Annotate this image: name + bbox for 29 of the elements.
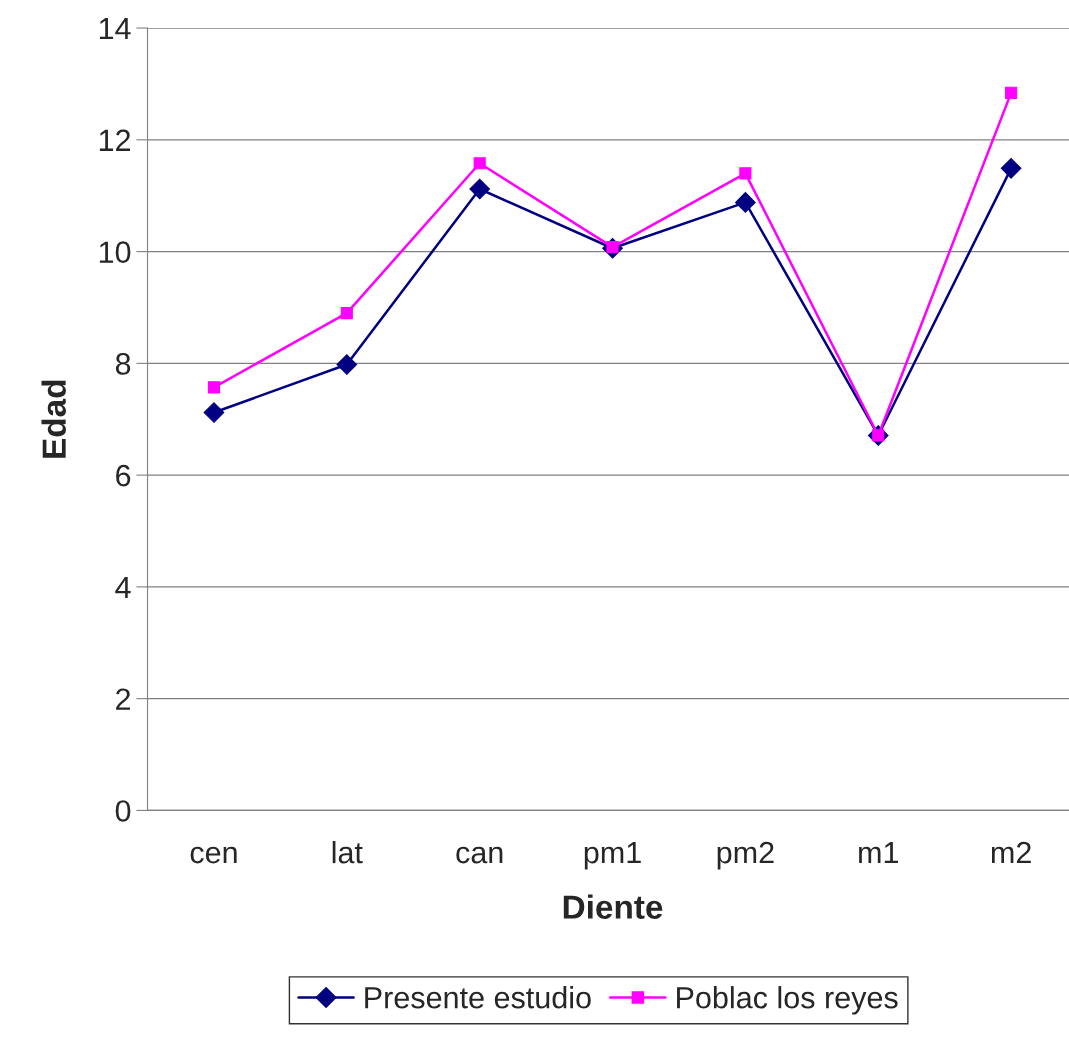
point bbox=[336, 354, 358, 375]
point bbox=[1005, 86, 1018, 99]
y-tick-label: 4 bbox=[115, 576, 131, 598]
x-tick-label: m2 bbox=[991, 841, 1031, 864]
y-tick-label: 10 bbox=[99, 241, 131, 263]
x-axis-title: Diente bbox=[563, 894, 663, 919]
y-tick-label: 14 bbox=[99, 18, 131, 40]
point bbox=[207, 381, 221, 394]
point bbox=[739, 167, 752, 180]
y-axis-title: Edad bbox=[41, 380, 66, 458]
legend-label: Poblac los reyes bbox=[677, 986, 898, 1015]
x-tick-label: lat bbox=[332, 840, 363, 864]
legend-label: Presente estudio bbox=[365, 986, 591, 1009]
y-tick-label: 8 bbox=[115, 353, 131, 375]
y-tick-label: 6 bbox=[116, 464, 131, 487]
x-tick-label: cen bbox=[190, 846, 237, 864]
y-tick-label: 2 bbox=[116, 688, 131, 710]
x-tick-label: can bbox=[456, 846, 503, 864]
y-tick-label: 0 bbox=[115, 800, 131, 822]
x-tick-label: pm1 bbox=[584, 842, 641, 870]
x-tick-label: pm2 bbox=[717, 841, 774, 870]
point bbox=[735, 192, 756, 213]
x-tick-label: m1 bbox=[859, 842, 898, 864]
y-tick-label: 12 bbox=[99, 129, 131, 151]
point bbox=[473, 157, 486, 170]
point bbox=[340, 306, 353, 320]
point bbox=[469, 178, 491, 200]
point bbox=[203, 402, 225, 423]
point bbox=[1000, 157, 1022, 179]
